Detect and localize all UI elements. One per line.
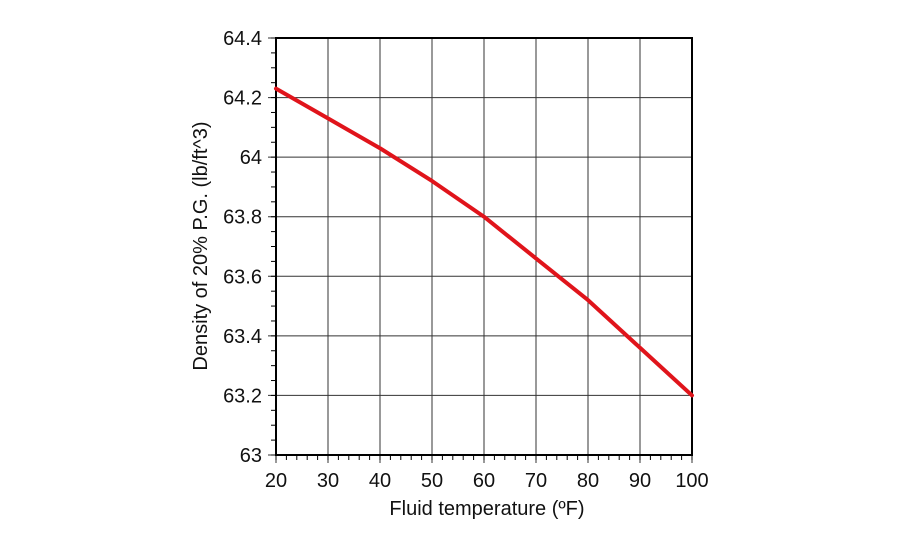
grid-lines bbox=[268, 37, 693, 463]
x-tick-label: 30 bbox=[317, 470, 339, 492]
y-tick-label: 64.2 bbox=[223, 88, 262, 110]
plot-frame bbox=[275, 37, 693, 456]
x-tick-label: 90 bbox=[629, 470, 651, 492]
y-axis-tick-labels: 63 63.2 63.4 63.6 63.8 64 64.2 64.4 bbox=[223, 28, 262, 467]
y-tick-label: 63 bbox=[240, 445, 262, 467]
minor-ticks bbox=[271, 37, 693, 460]
y-tick-label: 63.4 bbox=[223, 326, 262, 348]
x-axis-tick-labels: 20 30 40 50 60 70 80 90 100 bbox=[265, 470, 709, 492]
y-tick-label: 63.8 bbox=[223, 207, 262, 229]
y-tick-label: 63.6 bbox=[223, 266, 262, 288]
y-axis-title: Density of 20% P.G. (lb/ft^3) bbox=[190, 121, 212, 370]
density-curve bbox=[274, 86, 694, 398]
y-tick-label: 64.4 bbox=[223, 28, 262, 50]
x-tick-label: 60 bbox=[473, 470, 495, 492]
x-tick-label: 40 bbox=[369, 470, 391, 492]
x-tick-label: 80 bbox=[577, 470, 599, 492]
x-tick-label: 20 bbox=[265, 470, 287, 492]
x-tick-label: 100 bbox=[675, 470, 708, 492]
y-tick-label: 63.2 bbox=[223, 385, 262, 407]
x-axis-title: Fluid temperature (ºF) bbox=[389, 498, 584, 520]
y-tick-label: 64 bbox=[240, 147, 262, 169]
x-tick-label: 50 bbox=[421, 470, 443, 492]
x-tick-label: 70 bbox=[525, 470, 547, 492]
